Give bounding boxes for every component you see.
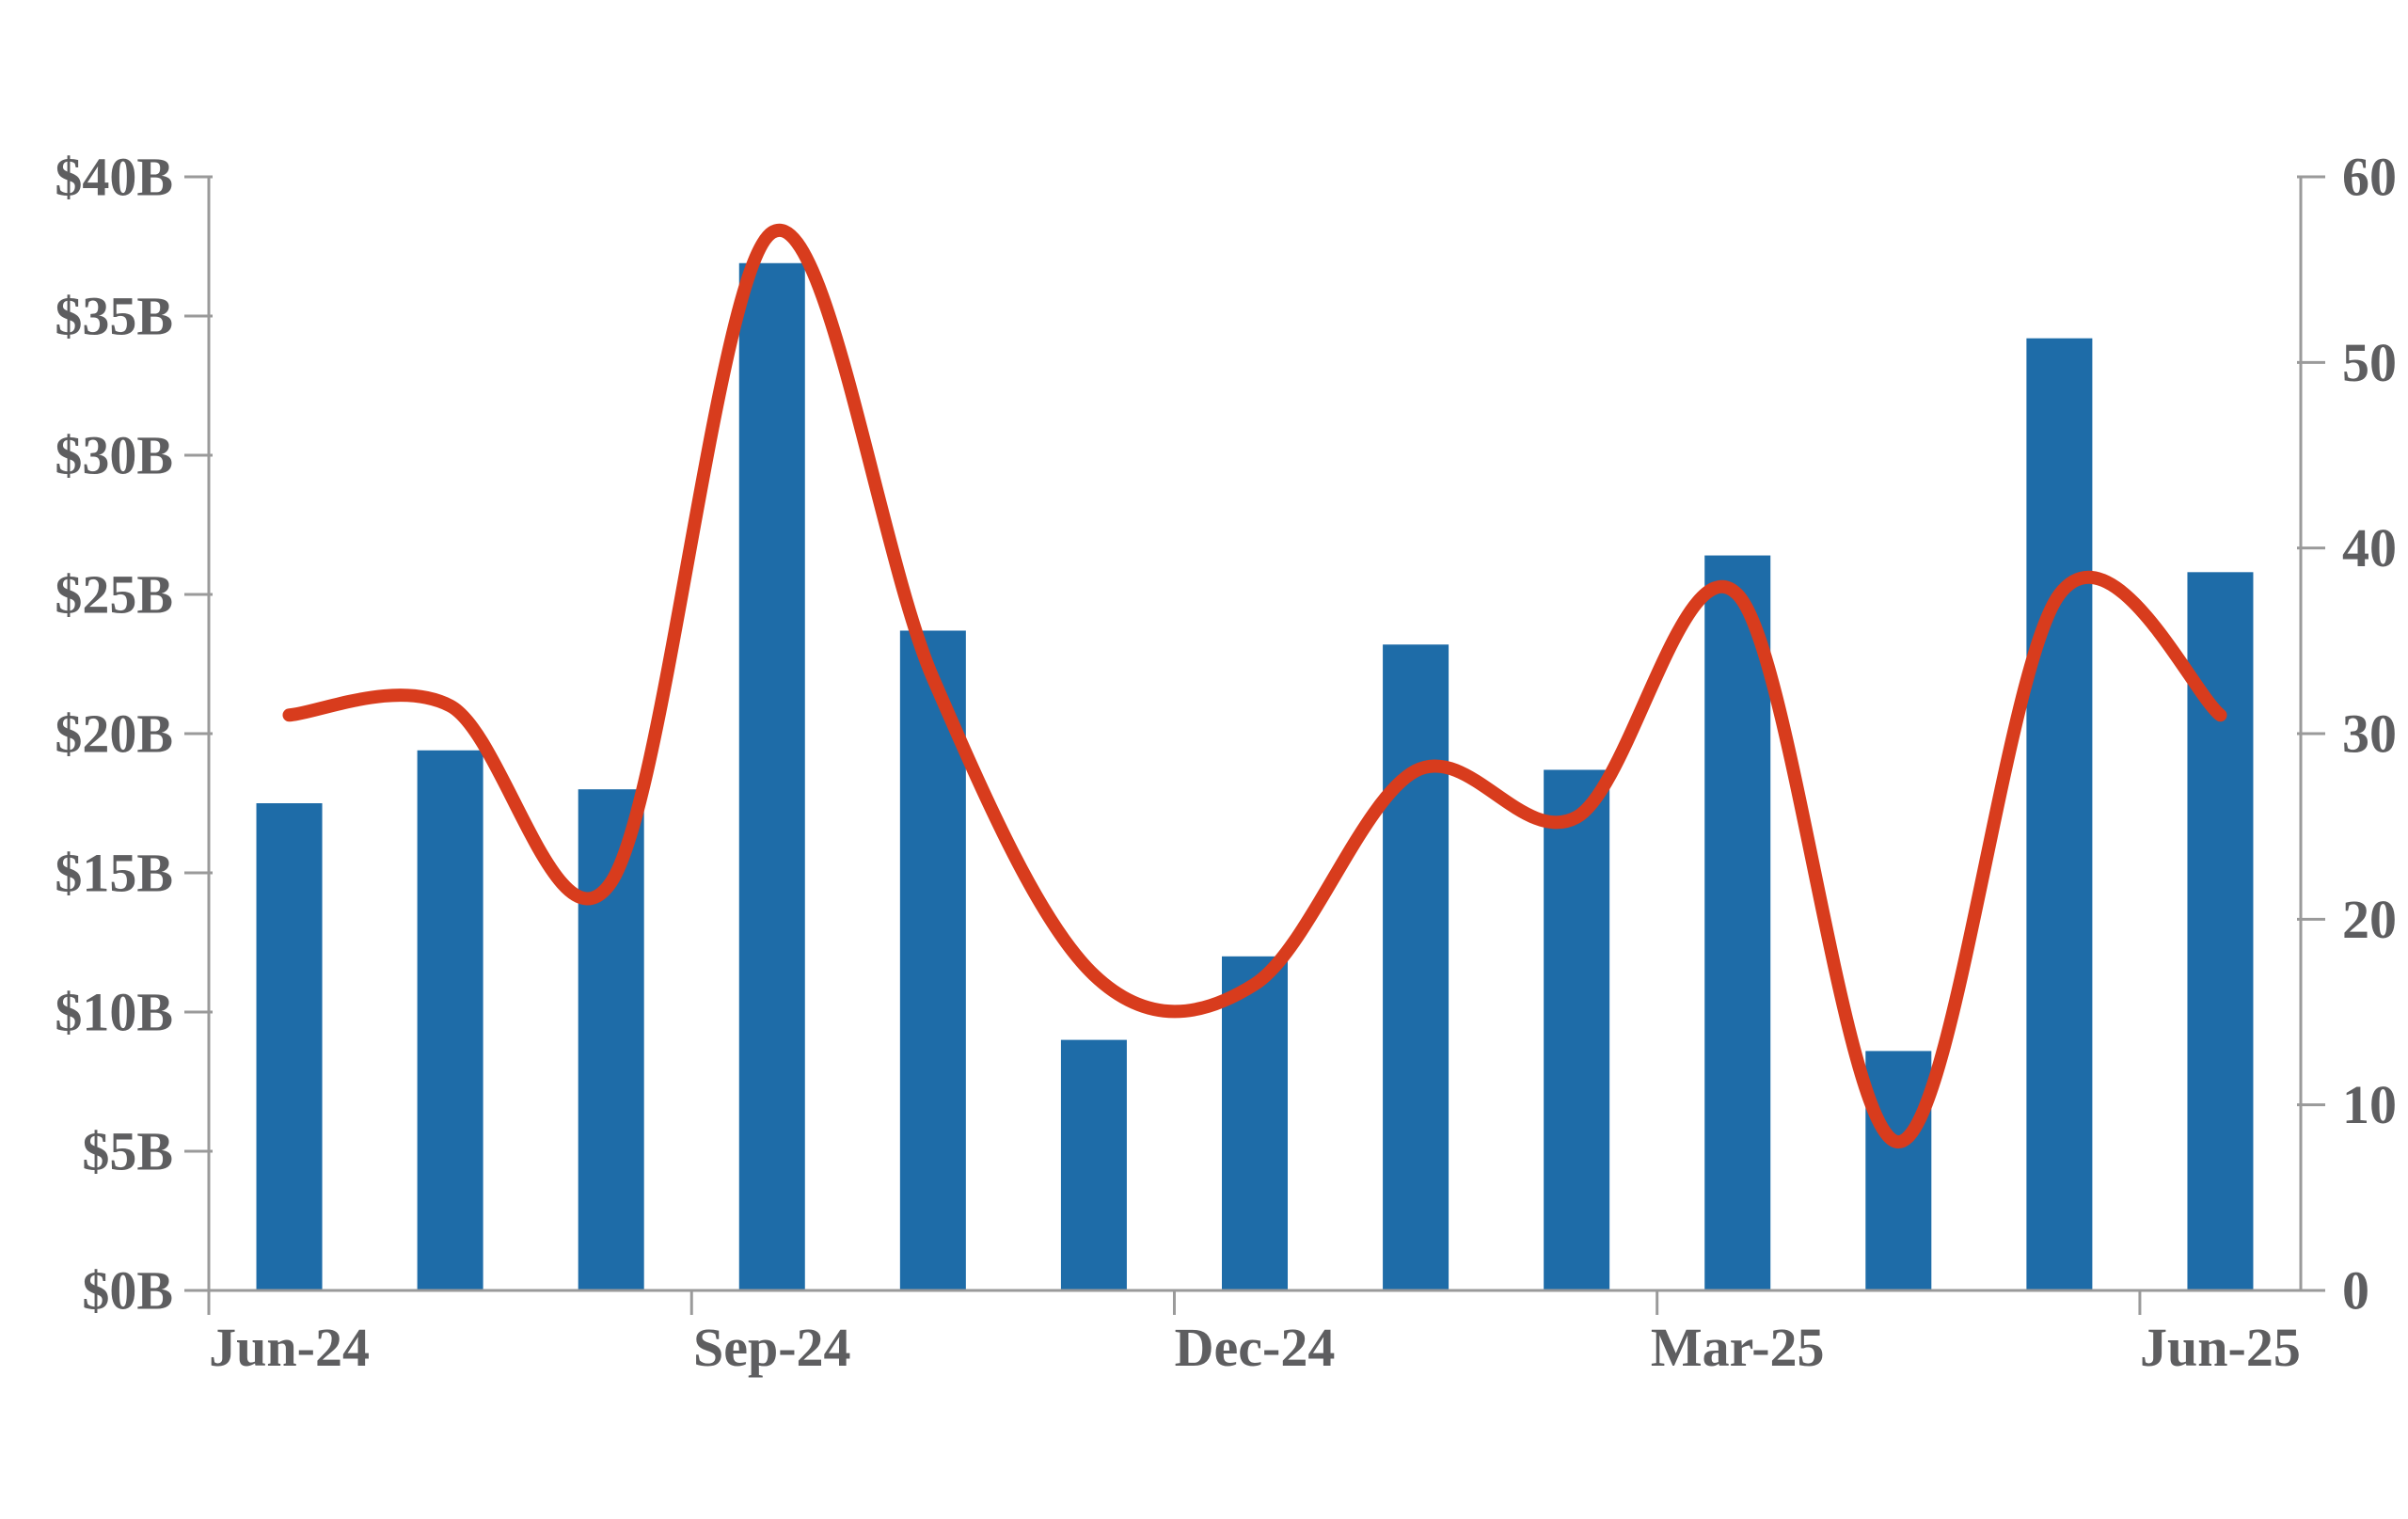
bar-Jun-24 <box>256 803 323 1290</box>
right-axis-label-60: 60 <box>2342 147 2397 208</box>
bar-Nov-24 <box>1060 1039 1127 1290</box>
left-axis-label-$10B: $10B <box>55 982 173 1043</box>
right-axis-label-30: 30 <box>2342 704 2397 765</box>
left-axis-label-$40B: $40B <box>55 147 173 208</box>
right-axis-label-0: 0 <box>2342 1260 2369 1321</box>
bar-Mar-25 <box>1704 555 1771 1290</box>
left-axis-label-$0B: $0B <box>82 1260 173 1321</box>
bar-Sep-24 <box>738 262 805 1290</box>
left-axis-label-$25B: $25B <box>55 564 173 625</box>
axes-group <box>184 175 2325 1315</box>
right-axis-label-40: 40 <box>2342 517 2397 578</box>
right-axis-label-10: 10 <box>2342 1074 2397 1135</box>
x-axis-label-Mar-25: Mar-25 <box>1651 1317 1825 1378</box>
bar-May-25 <box>2026 338 2093 1290</box>
bar-Feb-25 <box>1544 769 1610 1290</box>
bars-group <box>256 262 2254 1290</box>
left-axis-label-$20B: $20B <box>55 704 173 765</box>
left-axis-label-$15B: $15B <box>55 843 173 904</box>
trend-line <box>282 223 2227 1149</box>
left-axis-label-$30B: $30B <box>55 425 173 486</box>
bar-Jul-24 <box>417 750 483 1290</box>
bar-Apr-25 <box>1865 1051 1932 1290</box>
bar-Aug-24 <box>578 789 644 1290</box>
bar-Jan-25 <box>1383 644 1450 1290</box>
axis-labels-group: $0B $5B $10B $15B $20B $25B $30B $35B $40B 0 10 20 3… <box>55 147 2397 1379</box>
trend-line-group <box>282 223 2227 1149</box>
x-axis-label-Jun-25: Jun-25 <box>2140 1317 2301 1378</box>
left-axis-label-$5B: $5B <box>82 1121 173 1182</box>
right-axis-label-20: 20 <box>2342 889 2397 950</box>
x-axis-label-Dec-24: Dec-24 <box>1175 1317 1336 1378</box>
bar-Dec-24 <box>1222 956 1288 1290</box>
x-axis-label-Sep-24: Sep-24 <box>693 1317 851 1378</box>
left-axis-label-$35B: $35B <box>55 286 173 347</box>
right-axis-label-50: 50 <box>2342 332 2397 393</box>
x-axis-label-Jun-24: Jun-24 <box>209 1317 370 1378</box>
